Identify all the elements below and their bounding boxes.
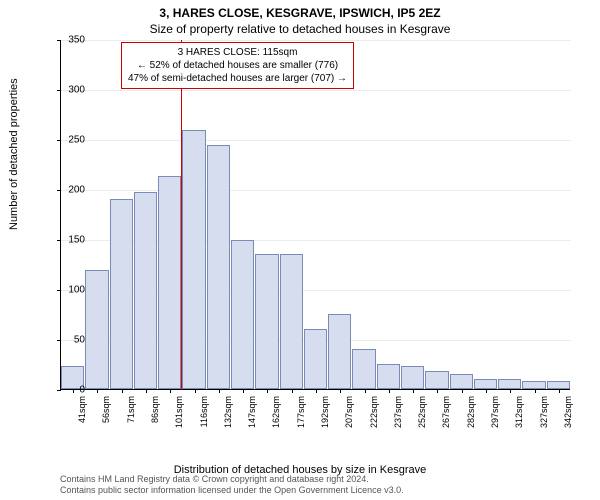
bar <box>547 381 570 389</box>
xtick-mark <box>389 389 390 393</box>
xtick-mark <box>195 389 196 393</box>
xtick-label: 342sqm <box>563 396 573 436</box>
bar <box>158 176 181 389</box>
xtick-label: 297sqm <box>490 396 500 436</box>
bar <box>522 381 545 389</box>
xtick-label: 327sqm <box>539 396 549 436</box>
ytick-mark <box>57 140 61 141</box>
bar <box>134 192 157 389</box>
bar <box>85 270 108 389</box>
ytick-label: 250 <box>68 135 85 146</box>
chart-title: Size of property relative to detached ho… <box>0 22 600 36</box>
bar <box>352 349 375 389</box>
xtick-mark <box>486 389 487 393</box>
ytick-label: 150 <box>68 235 85 246</box>
xtick-mark <box>122 389 123 393</box>
xtick-mark <box>340 389 341 393</box>
xtick-mark <box>73 389 74 393</box>
ytick-mark <box>57 40 61 41</box>
xtick-label: 177sqm <box>296 396 306 436</box>
xtick-label: 282sqm <box>466 396 476 436</box>
xtick-label: 222sqm <box>369 396 379 436</box>
ytick-label: 0 <box>79 385 85 396</box>
y-axis-label: Number of detached properties <box>8 78 20 230</box>
bar <box>328 314 351 389</box>
ytick-label: 200 <box>68 185 85 196</box>
bar <box>304 329 327 389</box>
xtick-mark <box>535 389 536 393</box>
bar <box>401 366 424 389</box>
xtick-mark <box>292 389 293 393</box>
xtick-mark <box>316 389 317 393</box>
gridline <box>61 190 571 191</box>
xtick-mark <box>437 389 438 393</box>
gridline <box>61 40 571 41</box>
bar <box>207 145 230 389</box>
gridline <box>61 140 571 141</box>
xtick-label: 147sqm <box>247 396 257 436</box>
xtick-label: 207sqm <box>344 396 354 436</box>
bar <box>450 374 473 389</box>
ytick-mark <box>57 340 61 341</box>
xtick-label: 132sqm <box>223 396 233 436</box>
ytick-label: 300 <box>68 85 85 96</box>
bar <box>474 379 497 389</box>
bar <box>425 371 448 389</box>
xtick-mark <box>510 389 511 393</box>
bar <box>255 254 278 389</box>
bar <box>182 130 205 389</box>
gridline <box>61 90 571 91</box>
xtick-label: 41sqm <box>77 396 87 436</box>
annotation-line3: 47% of semi-detached houses are larger (… <box>128 72 347 85</box>
ytick-mark <box>57 390 61 391</box>
reference-line <box>181 40 182 390</box>
plot-area: 41sqm56sqm71sqm86sqm101sqm116sqm132sqm14… <box>60 40 570 390</box>
xtick-label: 86sqm <box>150 396 160 436</box>
annotation-box: 3 HARES CLOSE: 115sqm← 52% of detached h… <box>121 42 354 89</box>
xtick-label: 312sqm <box>514 396 524 436</box>
ytick-mark <box>57 190 61 191</box>
xtick-label: 162sqm <box>271 396 281 436</box>
xtick-mark <box>413 389 414 393</box>
ytick-label: 350 <box>68 35 85 46</box>
ytick-mark <box>57 290 61 291</box>
footnote-line1: Contains HM Land Registry data © Crown c… <box>60 474 404 485</box>
xtick-label: 237sqm <box>393 396 403 436</box>
ytick-mark <box>57 240 61 241</box>
bar <box>280 254 303 389</box>
xtick-label: 267sqm <box>441 396 451 436</box>
annotation-line1: 3 HARES CLOSE: 115sqm <box>128 46 347 59</box>
xtick-mark <box>267 389 268 393</box>
chart-supertitle: 3, HARES CLOSE, KESGRAVE, IPSWICH, IP5 2… <box>0 6 600 20</box>
bar <box>377 364 400 389</box>
footnote: Contains HM Land Registry data © Crown c… <box>60 474 404 496</box>
xtick-mark <box>97 389 98 393</box>
xtick-label: 56sqm <box>101 396 111 436</box>
xtick-mark <box>559 389 560 393</box>
xtick-mark <box>243 389 244 393</box>
xtick-label: 101sqm <box>174 396 184 436</box>
xtick-mark <box>170 389 171 393</box>
xtick-mark <box>462 389 463 393</box>
xtick-label: 192sqm <box>320 396 330 436</box>
bar <box>498 379 521 389</box>
ytick-label: 100 <box>68 285 85 296</box>
xtick-mark <box>146 389 147 393</box>
ytick-mark <box>57 90 61 91</box>
xtick-label: 116sqm <box>199 396 209 436</box>
xtick-label: 252sqm <box>417 396 427 436</box>
xtick-mark <box>219 389 220 393</box>
annotation-line2: ← 52% of detached houses are smaller (77… <box>128 59 347 72</box>
ytick-label: 50 <box>74 335 85 346</box>
xtick-label: 71sqm <box>126 396 136 436</box>
footnote-line2: Contains public sector information licen… <box>60 485 404 496</box>
bar <box>110 199 133 389</box>
bar <box>231 240 254 389</box>
xtick-mark <box>365 389 366 393</box>
chart-container: 41sqm56sqm71sqm86sqm101sqm116sqm132sqm14… <box>60 40 570 420</box>
